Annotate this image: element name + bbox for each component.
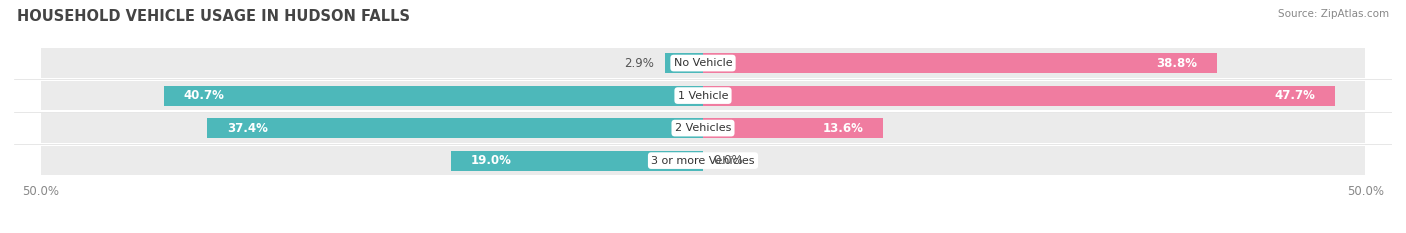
Bar <box>41 146 1365 175</box>
Text: 2.9%: 2.9% <box>624 57 654 70</box>
Bar <box>451 151 703 171</box>
Text: 3 or more Vehicles: 3 or more Vehicles <box>651 156 755 166</box>
Text: 38.8%: 38.8% <box>1156 57 1197 70</box>
Text: 13.6%: 13.6% <box>823 122 863 135</box>
Text: 40.7%: 40.7% <box>184 89 225 102</box>
Bar <box>41 48 1365 78</box>
Text: 0.0%: 0.0% <box>714 154 744 167</box>
Bar <box>41 113 1365 143</box>
Text: 47.7%: 47.7% <box>1274 89 1315 102</box>
Text: Source: ZipAtlas.com: Source: ZipAtlas.com <box>1278 9 1389 19</box>
Bar <box>703 86 1334 106</box>
Text: No Vehicle: No Vehicle <box>673 58 733 68</box>
Bar <box>208 118 703 138</box>
Text: 1 Vehicle: 1 Vehicle <box>678 91 728 101</box>
Bar <box>41 81 1365 110</box>
Text: HOUSEHOLD VEHICLE USAGE IN HUDSON FALLS: HOUSEHOLD VEHICLE USAGE IN HUDSON FALLS <box>17 9 411 24</box>
Bar <box>703 53 1218 73</box>
Text: 19.0%: 19.0% <box>471 154 512 167</box>
Bar <box>665 53 703 73</box>
Text: 37.4%: 37.4% <box>228 122 269 135</box>
Bar <box>163 86 703 106</box>
Text: 2 Vehicles: 2 Vehicles <box>675 123 731 133</box>
Bar <box>703 118 883 138</box>
